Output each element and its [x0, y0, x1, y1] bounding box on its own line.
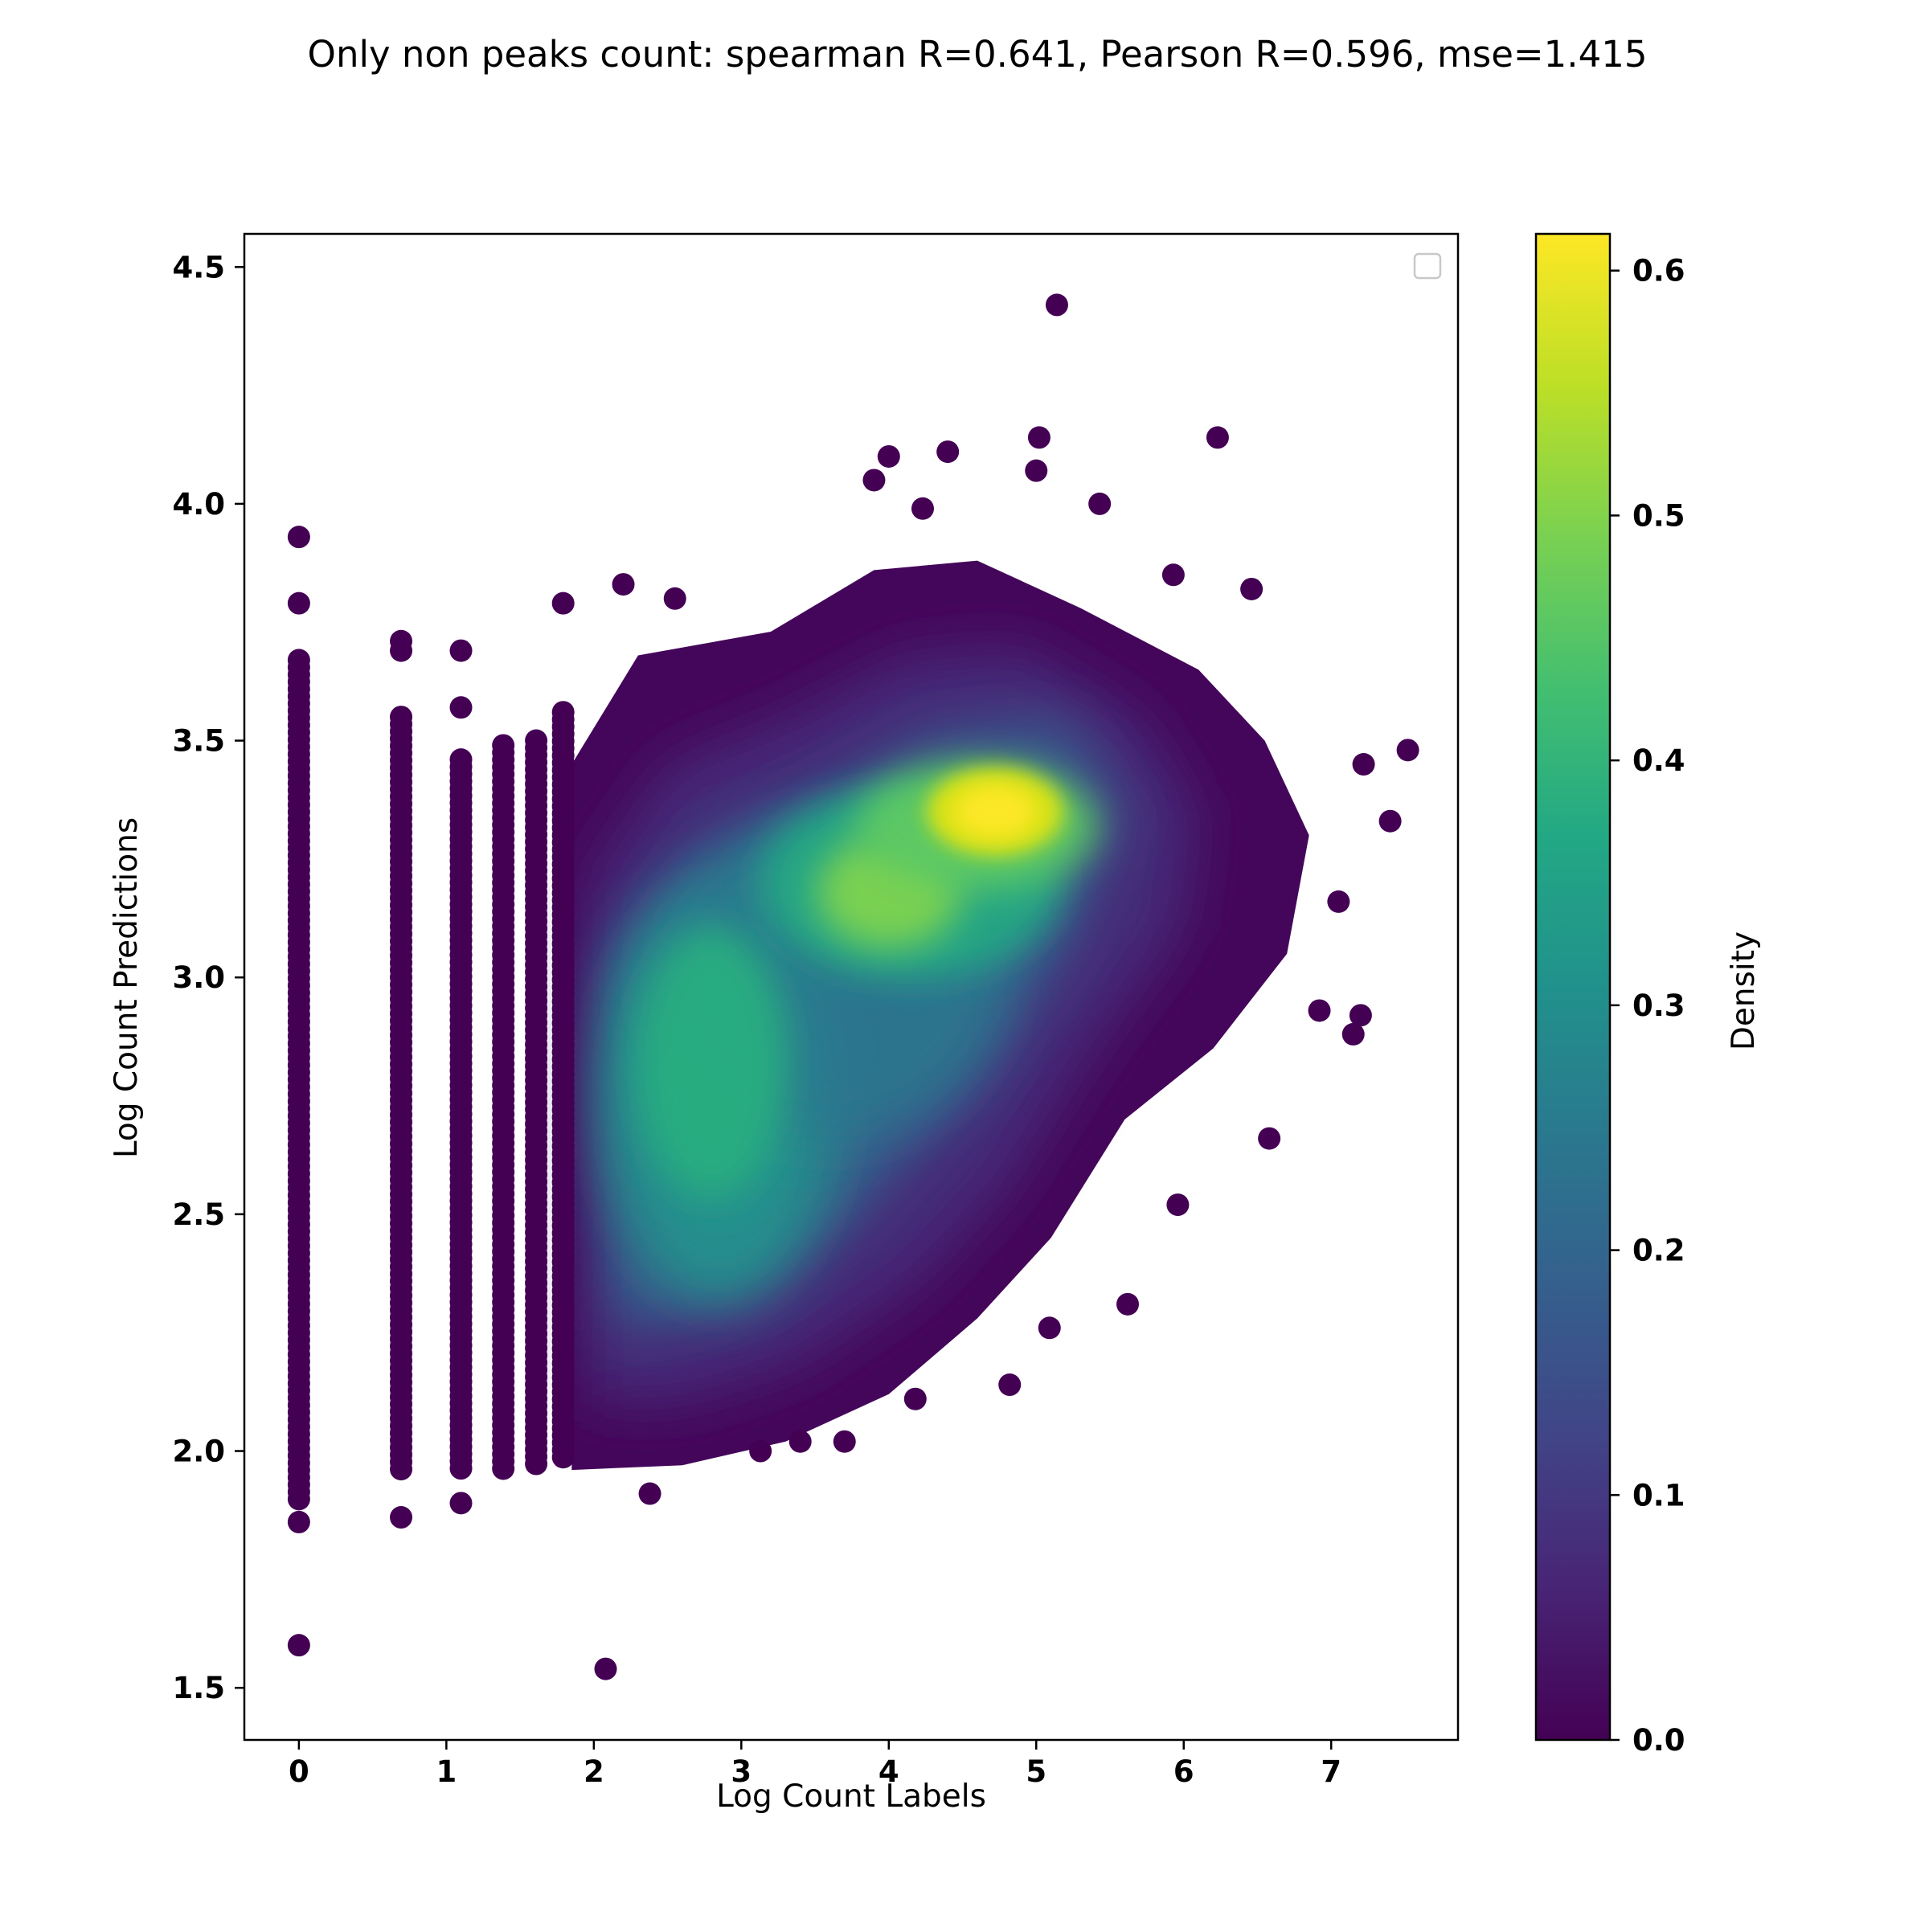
y-tick-label: 2.5	[172, 1197, 225, 1232]
scatter-point	[1161, 563, 1185, 587]
scatter-point	[1027, 426, 1051, 449]
colorbar-tick-label: 0.0	[1632, 1723, 1685, 1758]
scatter-point	[551, 591, 575, 615]
scatter-point	[449, 696, 473, 719]
scatter-point	[903, 1387, 927, 1410]
y-axis: 1.5 2.0 2.5 3.0 3.5 4.0 4.5	[172, 250, 244, 1705]
x-tick-label: 5	[1026, 1754, 1046, 1789]
density-cloud	[571, 560, 1309, 1471]
y-tick-label: 1.5	[172, 1671, 225, 1705]
scatter-point	[1116, 1292, 1140, 1316]
legend-box	[1413, 252, 1442, 280]
scatter-point	[1025, 459, 1048, 482]
scatter-point	[1327, 890, 1350, 913]
scatter-point	[1088, 492, 1112, 515]
scatter-point	[449, 639, 473, 662]
x-tick-label: 3	[731, 1754, 752, 1789]
y-tick-label: 3.0	[172, 960, 225, 995]
plot-area	[243, 232, 1460, 1742]
scatter-point	[936, 440, 960, 464]
x-tick-label: 6	[1173, 1754, 1194, 1789]
scatter-point	[449, 1492, 473, 1515]
scatter-point	[1349, 1004, 1372, 1027]
scatter-point	[877, 444, 900, 468]
scatter-point	[1166, 1193, 1190, 1217]
scatter-point	[594, 1657, 617, 1680]
scatter-point	[998, 1373, 1022, 1397]
scatter-point	[1396, 739, 1419, 762]
scatter-point	[287, 1634, 310, 1657]
y-tick-label: 4.5	[172, 250, 225, 284]
scatter-point	[788, 1430, 812, 1453]
scatter-point	[1038, 1316, 1061, 1340]
plot-frame	[243, 232, 1460, 1742]
colorbar-tick-label: 0.6	[1632, 254, 1685, 289]
scatter-point	[1240, 577, 1263, 600]
y-tick-label: 2.0	[172, 1435, 225, 1469]
x-tick-label: 1	[436, 1754, 457, 1789]
scatter-point	[551, 1446, 575, 1469]
scatter-point	[1308, 999, 1331, 1022]
colorbar-tick-label: 0.1	[1632, 1478, 1685, 1512]
scatter-point	[663, 587, 686, 610]
chart-title: Only non peaks count: spearman R=0.641, …	[308, 33, 1648, 76]
scatter-point	[525, 1452, 548, 1476]
scatter-point	[287, 591, 310, 615]
x-tick-label: 7	[1321, 1754, 1341, 1789]
y-tick-label: 4.0	[172, 487, 225, 522]
scatter-point	[1206, 426, 1229, 449]
x-tick-label: 4	[878, 1754, 899, 1789]
scatter-point	[1378, 809, 1402, 833]
scatter-point	[911, 497, 934, 520]
scatter-point	[1352, 753, 1375, 776]
colorbar-gradient	[1534, 232, 1612, 1742]
colorbar-tick-label: 0.5	[1632, 498, 1685, 533]
density-blob	[954, 785, 1035, 837]
scatter-point	[390, 1506, 413, 1529]
scatter-point	[638, 1482, 661, 1505]
scatter-point	[1341, 1022, 1365, 1046]
scatter-point	[862, 469, 886, 492]
x-tick-label: 0	[289, 1754, 309, 1789]
colorbar-tick-label: 0.3	[1632, 989, 1685, 1023]
scatter-point	[612, 573, 635, 596]
scatter-point	[749, 1439, 772, 1463]
colorbar-ticks: 0.0 0.1 0.2 0.3 0.4 0.5 0.6	[1610, 254, 1685, 1758]
scatter-point	[287, 526, 310, 549]
colorbar-tick-label: 0.4	[1632, 743, 1685, 778]
scatter-point	[833, 1430, 856, 1453]
scatter-point	[390, 639, 413, 662]
scatter-point	[1045, 293, 1068, 317]
scatter-points	[287, 293, 1419, 1680]
x-tick-label: 2	[584, 1754, 604, 1789]
density-blob	[635, 926, 788, 1200]
scatter-point	[287, 1510, 310, 1533]
colorbar-tick-label: 0.2	[1632, 1234, 1685, 1268]
scatter-point	[492, 1457, 515, 1480]
scatter-point	[287, 1488, 310, 1511]
scatter-point	[449, 1457, 473, 1480]
scatter-point	[1258, 1127, 1281, 1150]
colorbar-label: Density	[1726, 931, 1762, 1050]
x-axis-label: Log Count Labels	[716, 1779, 986, 1815]
y-axis-label: Log Count Predictions	[109, 817, 145, 1158]
x-axis: 0 1 2 3 4 5 6 7	[289, 1740, 1341, 1789]
y-tick-label: 3.5	[172, 724, 225, 759]
colorbar: 0.0 0.1 0.2 0.3 0.4 0.5 0.6 Density	[1534, 232, 1762, 1758]
scatter-point	[390, 1458, 413, 1481]
